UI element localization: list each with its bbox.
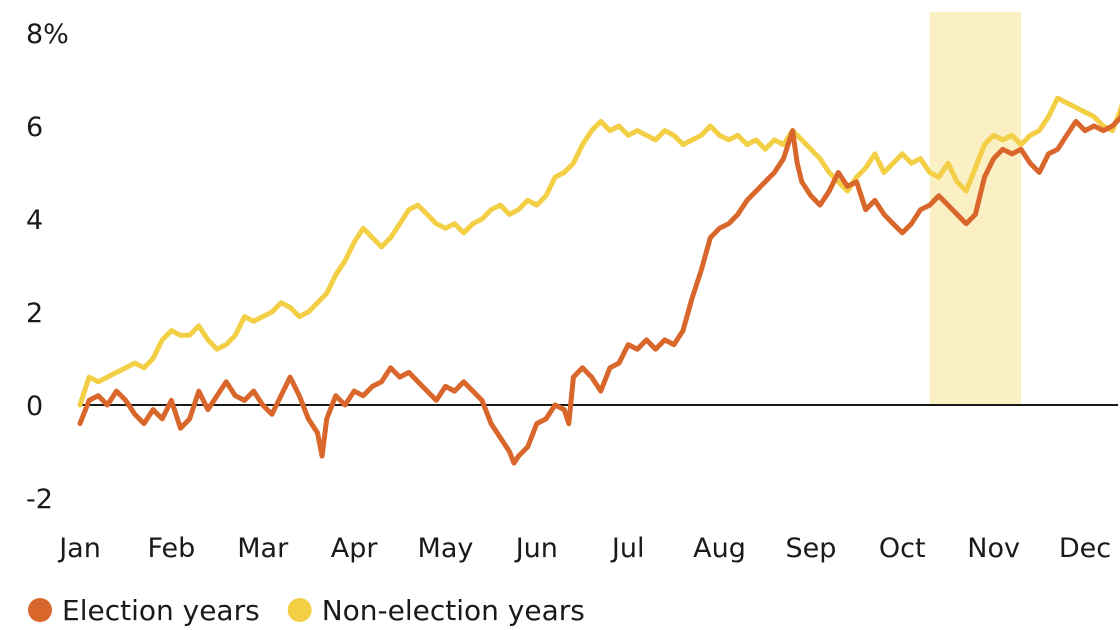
x-tick-label: Dec [1059,533,1111,564]
x-tick-label: Jan [57,533,101,564]
y-tick-label: 6 [26,112,43,143]
x-tick-label: May [418,533,474,564]
x-tick-label: Jun [514,533,558,564]
y-axis-ticks: -2 0 2 4 6 8% [26,19,69,515]
x-tick-label: Nov [967,533,1020,564]
legend-label: Non-election years [322,594,585,627]
y-tick-label: 8% [26,19,69,50]
x-tick-label: Sep [785,533,836,564]
y-tick-label: 4 [26,205,43,236]
x-tick-label: Mar [237,533,289,564]
y-tick-label: -2 [26,484,53,515]
x-tick-label: Oct [879,533,926,564]
legend-label: Election years [62,594,260,627]
x-tick-label: Apr [331,533,379,564]
x-axis-ticks: Jan Feb Mar Apr May Jun Jul Aug Sep Oct Nov Dec [57,533,1111,564]
x-tick-label: Aug [693,533,746,564]
legend: Election years Non-election years [28,594,585,627]
series-line-non-election-years [77,95,1120,408]
x-tick-label: Feb [147,533,195,564]
series-layer [77,95,1120,466]
x-tick-label: Jul [610,533,645,564]
y-tick-label: 2 [26,298,43,329]
legend-swatch [28,598,52,622]
y-tick-label: 0 [26,391,43,422]
legend-swatch [287,598,312,622]
series-line-election-years [77,109,1120,466]
